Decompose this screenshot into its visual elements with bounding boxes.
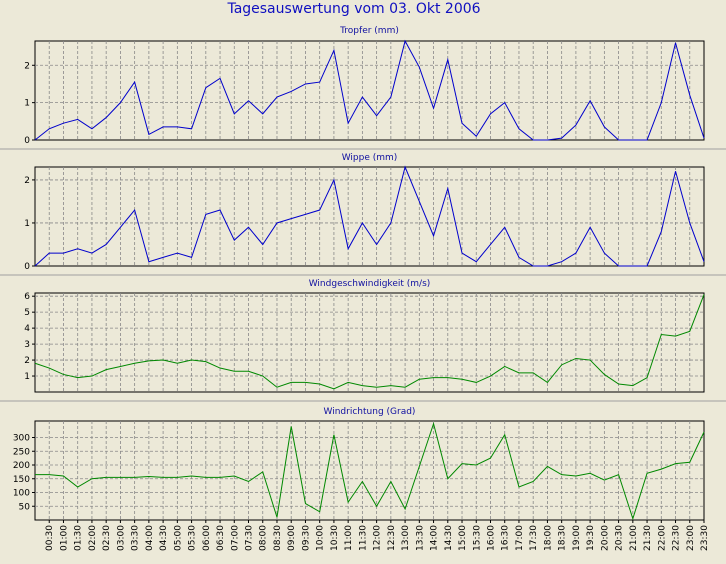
x-tick-label: 17:00	[515, 525, 525, 551]
y-tick-label: 250	[13, 447, 30, 457]
x-tick-label: 04:30	[159, 525, 169, 551]
x-tick-label: 16:30	[501, 525, 511, 551]
x-tick-label: 10:30	[330, 525, 340, 551]
y-tick-label: 1	[24, 99, 30, 109]
x-tick-label: 05:00	[173, 525, 183, 551]
plot-area-1	[34, 40, 705, 141]
x-tick-label: 23:00	[686, 525, 696, 551]
x-tick-label: 06:00	[202, 525, 212, 551]
plot-area-3	[34, 292, 705, 393]
x-tick-label: 02:00	[88, 525, 98, 551]
x-tick-label: 08:00	[259, 525, 269, 551]
y-tick-label: 1	[24, 372, 30, 382]
x-tick-label: 07:30	[245, 525, 255, 551]
x-tick-label: 22:00	[657, 525, 667, 551]
x-tick-label: 17:30	[529, 525, 539, 551]
x-tick-label: 06:30	[216, 525, 226, 551]
x-tick-label: 20:00	[600, 525, 610, 551]
plot-area-2	[34, 166, 705, 267]
series-line-2	[34, 165, 705, 267]
panel-title-4: Windrichtung (Grad)	[324, 407, 416, 417]
x-tick-label: 22:30	[672, 525, 682, 551]
series-line-3	[34, 294, 705, 390]
x-tick-label: 18:30	[558, 525, 568, 551]
x-tick-label: 18:00	[543, 525, 553, 551]
y-tick-label: 200	[13, 461, 30, 471]
main-title: Tagesauswertung vom 03. Okt 2006	[226, 1, 480, 17]
x-tick-label: 05:30	[188, 525, 198, 551]
panel-title-1: Tropfer (mm)	[339, 26, 399, 36]
y-tick-label: 1	[24, 219, 30, 229]
panel-title-3: Windgeschwindigkeit (m/s)	[309, 279, 431, 289]
panel-title-2: Wippe (mm)	[342, 153, 398, 163]
y-tick-label: 2	[24, 356, 30, 366]
x-tick-label: 19:30	[586, 525, 596, 551]
x-tick-label: 23:30	[700, 525, 710, 551]
x-tick-label: 11:00	[344, 525, 354, 551]
y-tick-label: 2	[24, 176, 30, 186]
y-tick-label: 0	[24, 262, 30, 272]
x-tick-label: 13:30	[415, 525, 425, 551]
x-tick-label: 03:30	[131, 525, 141, 551]
x-tick-label: 21:30	[643, 525, 653, 551]
x-tick-label: 03:00	[116, 525, 126, 551]
x-tick-label: 01:30	[74, 525, 84, 551]
plot-area-4	[34, 420, 705, 521]
y-tick-label: 150	[13, 475, 30, 485]
x-tick-label: 09:30	[301, 525, 311, 551]
x-tick-label: 00:30	[45, 525, 55, 551]
x-tick-label: 15:00	[458, 525, 468, 551]
x-tick-label: 09:00	[287, 525, 297, 551]
y-tick-label: 2	[24, 61, 30, 71]
x-tick-label: 19:00	[572, 525, 582, 551]
y-tick-label: 5	[24, 308, 30, 318]
series-line-1	[34, 39, 705, 141]
y-tick-label: 100	[13, 489, 30, 499]
x-tick-label: 11:30	[358, 525, 368, 551]
x-tick-label: 07:00	[230, 525, 240, 551]
y-tick-label: 0	[24, 136, 30, 146]
x-tick-label: 14:00	[430, 525, 440, 551]
x-tick-label: 08:30	[273, 525, 283, 551]
y-tick-label: 300	[13, 434, 30, 444]
x-tick-label: 13:00	[401, 525, 411, 551]
x-tick-label: 01:00	[59, 525, 69, 551]
y-tick-label: 4	[24, 324, 30, 334]
y-tick-label: 3	[24, 340, 30, 350]
x-tick-label: 12:00	[373, 525, 383, 551]
x-tick-label: 21:00	[629, 525, 639, 551]
y-tick-label: 6	[24, 292, 30, 302]
x-tick-label: 16:00	[486, 525, 496, 551]
x-tick-label: 02:30	[102, 525, 112, 551]
series-line-4	[35, 421, 705, 521]
x-tick-label: 12:30	[387, 525, 397, 551]
x-tick-label: 20:30	[615, 525, 625, 551]
y-tick-label: 50	[19, 502, 31, 512]
x-tick-label: 10:00	[316, 525, 326, 551]
x-tick-label: 04:00	[145, 525, 155, 551]
x-tick-label: 15:30	[472, 525, 482, 551]
x-tick-label: 14:30	[444, 525, 454, 551]
